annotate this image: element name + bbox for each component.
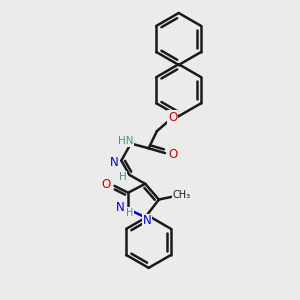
Text: HN: HN [118, 136, 133, 146]
Text: N: N [116, 201, 124, 214]
Text: O: O [169, 148, 178, 161]
Text: O: O [168, 111, 177, 124]
Text: H: H [127, 208, 134, 218]
Text: N: N [110, 156, 119, 169]
Text: CH₃: CH₃ [172, 190, 190, 200]
Text: O: O [102, 178, 111, 191]
Text: H: H [119, 172, 127, 182]
Text: N: N [143, 214, 152, 227]
